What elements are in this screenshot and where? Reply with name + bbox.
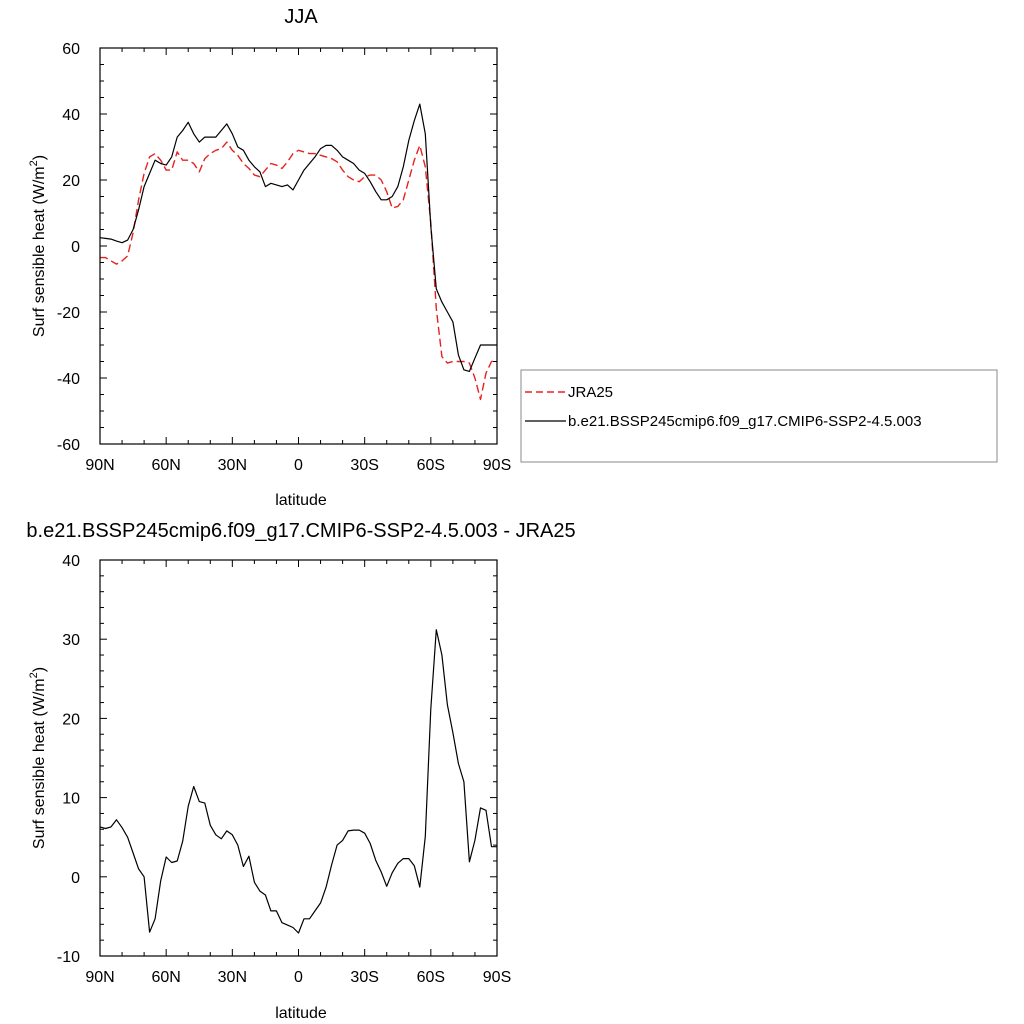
x-tick-label: 30S	[350, 969, 378, 986]
x-tick-label: 60N	[151, 457, 180, 474]
x-tick-label: 90S	[483, 969, 511, 986]
y-tick-label: 40	[62, 107, 80, 124]
x-tick-label: 30S	[350, 457, 378, 474]
x-tick-label: 60S	[417, 457, 445, 474]
chart-title-difference: b.e21.BSSP245cmip6.f09_g17.CMIP6-SSP2-4.…	[26, 520, 575, 542]
axis-ticks: 90N 60N 30N 0 30S 60S 90S -10 0 10 20 30 40	[57, 553, 511, 986]
y-tick-label: -10	[57, 949, 80, 966]
x-tick-label: 90S	[483, 457, 511, 474]
x-tick-label: 90N	[85, 969, 114, 986]
legend-box	[520, 369, 998, 463]
legend-label-jra25: JRA25	[568, 384, 613, 401]
plot-frame	[99, 559, 498, 957]
x-tick-label: 30N	[218, 457, 247, 474]
series-line-model	[99, 103, 497, 372]
chart-panel-top: JJA 90N 60N 30N 0 30S 60S 90S-60-40-200204060 …	[28, 6, 511, 509]
x-tick-label: 60N	[151, 969, 180, 986]
x-tick-label: 90N	[85, 457, 114, 474]
y-tick-label: 0	[71, 239, 80, 256]
plot-frame	[99, 47, 498, 445]
x-axis-label: latitude	[275, 492, 327, 509]
series-group	[99, 629, 497, 934]
y-tick-label: 10	[62, 791, 80, 808]
chart-panel-bottom: b.e21.BSSP245cmip6.f09_g17.CMIP6-SSP2-4.…	[26, 520, 575, 1022]
x-tick-label: 60S	[417, 969, 445, 986]
x-tick-label: 0	[294, 457, 303, 474]
x-tick-label: 0	[294, 969, 303, 986]
y-tick-label: -20	[57, 305, 80, 322]
y-tick-label: 0	[71, 870, 80, 887]
series-line-difference	[99, 629, 497, 934]
legend-label-model: b.e21.BSSP245cmip6.f09_g17.CMIP6-SSP2-4.…	[568, 413, 922, 430]
x-axis-label: latitude	[275, 1005, 327, 1022]
x-tick-label: 30N	[218, 969, 247, 986]
y-axis-label: Surf sensible heat (W/m2)	[28, 155, 48, 337]
axis-ticks: 90N 60N 30N 0 30S 60S 90S -60 -40 -20 0 20 40 60	[57, 41, 511, 474]
y-tick-label: 20	[62, 173, 80, 190]
y-axis-label: Surf sensible heat (W/m2)	[28, 667, 48, 849]
y-tick-label: 60	[62, 41, 80, 58]
y-tick-label: 20	[62, 711, 80, 728]
y-tick-label: 40	[62, 553, 80, 570]
y-tick-label: -40	[57, 371, 80, 388]
series-group	[99, 103, 498, 401]
y-tick-label: -60	[57, 437, 80, 454]
legend: JRA25 b.e21.BSSP245cmip6.f09_g17.CMIP6-S…	[520, 369, 998, 463]
chart-title: JJA	[284, 6, 318, 28]
y-tick-label: 30	[62, 632, 80, 649]
